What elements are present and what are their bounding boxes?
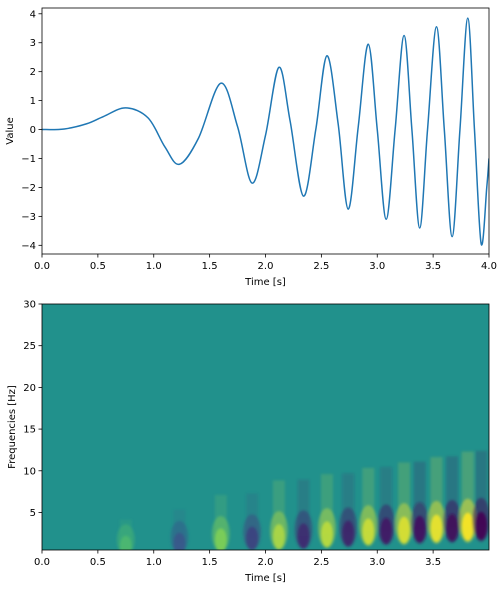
x-tick-label: 3.0 — [369, 557, 385, 568]
line-series-path — [42, 17, 489, 246]
heatmap-cells — [116, 450, 489, 550]
y-tick-label: 2 — [30, 67, 36, 78]
heatmap-cell — [446, 513, 459, 542]
x-tick-label: 3.0 — [369, 261, 385, 272]
y-tick-label: 20 — [23, 383, 36, 394]
heatmap-cell — [342, 520, 355, 547]
heatmap-y-axis-label: Frequencies [Hz] — [7, 385, 18, 469]
heatmap-cell — [380, 517, 393, 544]
x-tick-label: 2.5 — [313, 261, 329, 272]
y-tick-label: 30 — [23, 300, 36, 311]
heatmap-cell — [297, 523, 310, 549]
line-chart-y-ticks: 4 3 2 1 0 −1 −2 −3 −4 — [21, 9, 42, 252]
heatmap-cell — [272, 524, 285, 550]
heatmap-cell — [362, 518, 375, 545]
heatmap-cell — [430, 514, 443, 543]
y-tick-label: −1 — [21, 154, 36, 165]
y-tick-label: 3 — [30, 38, 36, 49]
y-tick-label: 4 — [30, 9, 36, 20]
x-tick-label: 0.0 — [34, 557, 50, 568]
x-tick-label: 0.5 — [90, 557, 106, 568]
x-tick-label: 1.0 — [146, 261, 162, 272]
heatmap-cell — [398, 516, 411, 544]
line-chart-panel: 0.0 0.5 1.0 1.5 2.0 2.5 3.0 3.5 4.0 4 3 2 1 0 −1 −2 −3 −… — [5, 7, 497, 288]
x-tick-label: 1.0 — [146, 557, 162, 568]
heatmap-cell — [475, 511, 488, 540]
y-tick-label: 15 — [23, 425, 36, 436]
line-series-group — [42, 17, 489, 246]
line-chart-x-axis-label: Time [s] — [244, 277, 286, 288]
x-tick-label: 2.5 — [313, 557, 329, 568]
heatmap-panel: 0.0 0.5 1.0 1.5 2.0 2.5 3.0 3.5 30 25 20 15 10 5 Tim… — [7, 300, 490, 584]
y-tick-label: 10 — [23, 466, 36, 477]
line-chart-x-ticks: 0.0 0.5 1.0 1.5 2.0 2.5 3.0 3.5 4.0 — [34, 254, 497, 272]
heatmap-x-axis-label: Time [s] — [244, 573, 286, 584]
line-chart-y-axis-label: Value — [5, 117, 16, 144]
x-tick-label: 3.5 — [425, 261, 441, 272]
heatmap-cell — [246, 526, 259, 550]
heatmap-cell — [173, 532, 186, 550]
x-tick-label: 2.0 — [258, 261, 274, 272]
x-tick-label: 0.0 — [34, 261, 50, 272]
x-tick-label: 3.5 — [425, 557, 441, 568]
y-tick-label: −2 — [21, 183, 36, 194]
heatmap-x-ticks: 0.0 0.5 1.0 1.5 2.0 2.5 3.0 3.5 — [34, 550, 441, 568]
x-tick-label: 1.5 — [202, 261, 218, 272]
heatmap-y-ticks: 30 25 20 15 10 5 — [23, 300, 42, 519]
heatmap-cell — [214, 528, 227, 550]
x-tick-label: 4.0 — [481, 261, 497, 272]
y-tick-label: 5 — [30, 508, 36, 519]
y-tick-label: 25 — [23, 341, 36, 352]
heatmap-cell — [461, 512, 474, 541]
x-tick-label: 1.5 — [202, 557, 218, 568]
x-tick-label: 0.5 — [90, 261, 106, 272]
x-tick-label: 2.0 — [258, 557, 274, 568]
y-tick-label: 0 — [30, 125, 36, 136]
y-tick-label: −4 — [21, 241, 36, 252]
heatmap-cell — [119, 535, 132, 550]
heatmap-cell — [413, 515, 426, 543]
heatmap-cell — [320, 521, 333, 547]
y-tick-label: −3 — [21, 212, 36, 223]
y-tick-label: 1 — [30, 96, 36, 107]
